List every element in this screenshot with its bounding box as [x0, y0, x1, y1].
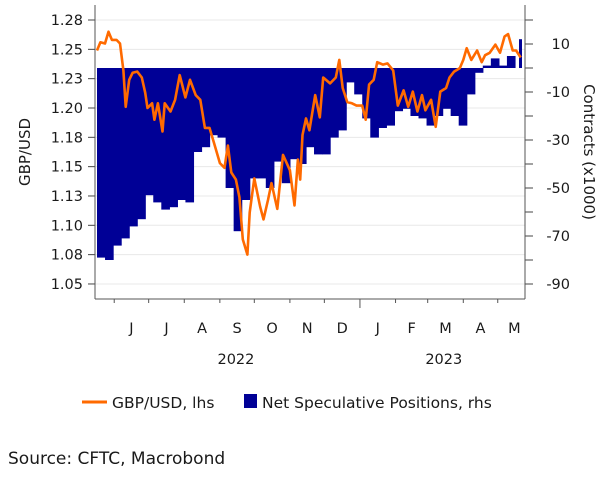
bar	[346, 68, 355, 83]
bar	[113, 68, 122, 246]
x-month-label: J	[128, 321, 133, 337]
bar	[185, 68, 195, 203]
bar	[289, 68, 299, 160]
bar	[169, 68, 178, 208]
bar	[378, 68, 387, 128]
axes: 1.28 1.25 1.23 1.20 1.18 1.15 1.13 1.10 1.08 1.05…	[51, 5, 570, 368]
x-month-label: S	[232, 321, 241, 337]
bar-series-net-speculative-positions	[97, 39, 522, 260]
bar	[241, 68, 251, 200]
y-right-tick-label: -30	[546, 133, 570, 149]
y-right-tick-label: -70	[546, 229, 570, 245]
bar	[145, 68, 154, 196]
x-month-label: N	[302, 321, 313, 337]
bar	[305, 68, 315, 148]
y-left-tick-label: 1.23	[51, 72, 83, 88]
bar	[297, 68, 307, 164]
legend-label-gbpusd: GBP/USD, lhs	[112, 394, 214, 412]
y-right-axis-label: Contracts (x1000)	[580, 84, 598, 220]
bar	[209, 68, 219, 136]
bar	[354, 68, 363, 95]
bar	[129, 68, 138, 227]
bar	[394, 68, 404, 112]
bar	[458, 68, 468, 126]
y-left-axis-label: GBP/USD	[16, 118, 34, 186]
x-month-label: M	[439, 321, 452, 337]
bar	[506, 56, 516, 68]
bar	[330, 68, 339, 138]
bar	[519, 39, 522, 68]
bar	[273, 68, 283, 162]
y-left-tick-label: 1.15	[51, 160, 83, 176]
line-series-gbpusd	[95, 30, 522, 256]
gbpusd-line	[95, 30, 522, 256]
y-left-tick-label: 1.20	[51, 101, 83, 117]
y-left-tick-label: 1.13	[51, 189, 83, 205]
bar	[249, 68, 259, 179]
bar	[201, 68, 211, 148]
bar	[418, 68, 428, 119]
legend-bar-swatch	[244, 394, 257, 408]
bar	[193, 68, 203, 152]
bar	[450, 68, 460, 116]
bar	[177, 68, 187, 200]
bar	[257, 68, 267, 179]
bar	[153, 68, 162, 203]
y-right-tick-label: -90	[546, 277, 570, 293]
bar	[225, 68, 235, 188]
source-note: Source: CFTC, Macrobond	[8, 449, 225, 469]
x-month-label: A	[476, 321, 486, 337]
x-month-label: F	[407, 321, 415, 337]
x-year-label: 2022	[217, 352, 254, 368]
y-left-tick-label: 1.25	[51, 42, 83, 58]
bar	[386, 68, 395, 126]
y-right-tick-label: 10	[552, 37, 570, 53]
bar	[161, 68, 170, 210]
bar	[362, 68, 371, 119]
bar	[338, 68, 347, 131]
legend: GBP/USD, lhs Net Speculative Positions, …	[82, 394, 492, 412]
bar	[426, 68, 436, 126]
bar	[97, 68, 106, 258]
y-left-tick-label: 1.18	[51, 130, 83, 146]
bar	[474, 68, 484, 73]
x-year-label: 2023	[425, 352, 462, 368]
y-left-tick-label: 1.10	[51, 218, 83, 234]
y-left-tick-label: 1.05	[51, 277, 83, 293]
bar	[137, 68, 146, 220]
bar	[121, 68, 130, 239]
bar	[322, 68, 331, 155]
bar	[233, 68, 243, 232]
y-right-tick-label: -50	[546, 181, 570, 197]
bar	[281, 68, 291, 184]
x-month-label: O	[266, 321, 277, 337]
x-month-label: M	[508, 321, 521, 337]
bar	[217, 68, 227, 138]
y-left-tick-label: 1.28	[51, 13, 83, 29]
y-left-tick-label: 1.08	[51, 248, 83, 264]
bar	[490, 58, 500, 68]
y-right-tick-label: -10	[546, 85, 570, 101]
x-month-label: J	[375, 321, 380, 337]
x-month-label: A	[197, 321, 207, 337]
bar	[466, 68, 476, 95]
bar	[410, 68, 420, 116]
bar	[105, 68, 114, 260]
bar	[370, 68, 379, 138]
bar	[482, 65, 492, 68]
bar	[498, 65, 508, 68]
x-month-label: J	[163, 321, 168, 337]
legend-label-net-positions: Net Speculative Positions, rhs	[262, 394, 492, 412]
bar	[402, 68, 412, 109]
bar	[265, 68, 275, 188]
x-month-label: D	[337, 321, 348, 337]
bar	[434, 68, 444, 116]
